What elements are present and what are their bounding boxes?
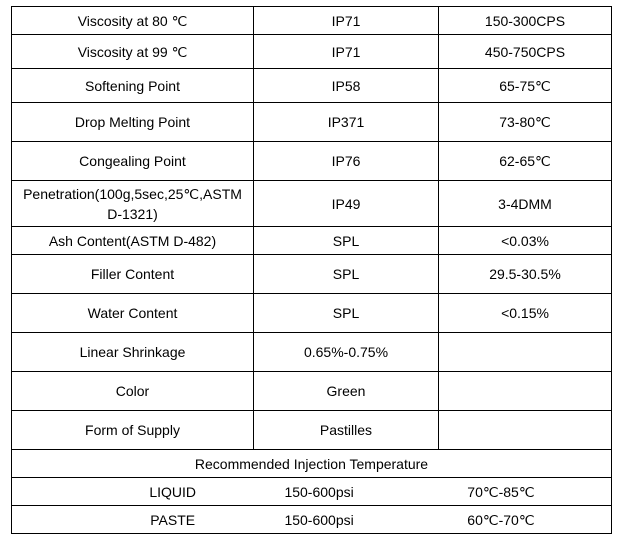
property-cell: Congealing Point xyxy=(11,141,254,181)
table-row: Softening Point IP58 65-75℃ xyxy=(11,68,612,103)
injection-pressure: 150-600psi xyxy=(284,483,354,500)
test-method-cell: 0.65%-0.75% xyxy=(253,332,439,372)
test-method-cell: Green xyxy=(253,371,439,411)
table-row: Drop Melting Point IP371 73-80℃ xyxy=(11,102,612,142)
table-row: Penetration(100g,5sec,25℃,ASTM D-1321) I… xyxy=(11,180,612,227)
property-cell: Viscosity at 80 ℃ xyxy=(11,6,254,35)
value-cell: 3-4DMM xyxy=(438,180,612,227)
property-cell: Linear Shrinkage xyxy=(11,332,254,372)
test-method-cell: SPL xyxy=(253,293,439,333)
value-cell: <0.15% xyxy=(438,293,612,333)
table-row: Linear Shrinkage 0.65%-0.75% xyxy=(11,332,612,372)
table-row: Filler Content SPL 29.5-30.5% xyxy=(11,254,612,294)
property-cell: Color xyxy=(11,371,254,411)
property-cell: Form of Supply xyxy=(11,410,254,450)
value-cell: 450-750CPS xyxy=(438,34,612,69)
property-cell: Penetration(100g,5sec,25℃,ASTM D-1321) xyxy=(11,180,254,227)
injection-type: PASTE xyxy=(150,511,196,528)
test-method-cell: SPL xyxy=(253,254,439,294)
test-method-cell: IP76 xyxy=(253,141,439,181)
property-cell: Water Content xyxy=(11,293,254,333)
value-cell: 150-300CPS xyxy=(438,6,612,35)
injection-temperature: 60℃-70℃ xyxy=(467,511,535,528)
test-method-cell: Pastilles xyxy=(253,410,439,450)
table-row: Viscosity at 80 ℃ IP71 150-300CPS xyxy=(11,6,612,35)
property-cell: Drop Melting Point xyxy=(11,102,254,142)
table-row: Color Green xyxy=(11,371,612,411)
value-cell: <0.03% xyxy=(438,226,612,255)
injection-title: Recommended Injection Temperature xyxy=(11,449,612,478)
injection-row: LIQUID 150-600psi 70℃-85℃ xyxy=(11,477,612,506)
table-row: Congealing Point IP76 62-65℃ xyxy=(11,141,612,181)
test-method-cell: IP58 xyxy=(253,68,439,103)
injection-temperature: 70℃-85℃ xyxy=(467,483,535,500)
test-method-cell: IP371 xyxy=(253,102,439,142)
value-cell: 29.5-30.5% xyxy=(438,254,612,294)
injection-type: LIQUID xyxy=(149,483,196,500)
injection-row: PASTE 150-600psi 60℃-70℃ xyxy=(11,505,612,534)
property-cell: Softening Point xyxy=(11,68,254,103)
property-cell: Viscosity at 99 ℃ xyxy=(11,34,254,69)
value-cell xyxy=(438,371,612,411)
table-row: Water Content SPL <0.15% xyxy=(11,293,612,333)
spec-table: Viscosity at 80 ℃ IP71 150-300CPS Viscos… xyxy=(11,6,612,534)
test-method-cell: IP71 xyxy=(253,6,439,35)
table-row: Ash Content(ASTM D-482) SPL <0.03% xyxy=(11,226,612,255)
value-cell: 73-80℃ xyxy=(438,102,612,142)
table-row: Form of Supply Pastilles xyxy=(11,410,612,450)
injection-pressure: 150-600psi xyxy=(284,511,354,528)
table-row: Viscosity at 99 ℃ IP71 450-750CPS xyxy=(11,34,612,69)
test-method-cell: SPL xyxy=(253,226,439,255)
value-cell: 65-75℃ xyxy=(438,68,612,103)
property-cell: Ash Content(ASTM D-482) xyxy=(11,226,254,255)
value-cell: 62-65℃ xyxy=(438,141,612,181)
value-cell xyxy=(438,332,612,372)
property-cell: Filler Content xyxy=(11,254,254,294)
test-method-cell: IP49 xyxy=(253,180,439,227)
injection-title-row: Recommended Injection Temperature xyxy=(11,449,612,478)
value-cell xyxy=(438,410,612,450)
test-method-cell: IP71 xyxy=(253,34,439,69)
